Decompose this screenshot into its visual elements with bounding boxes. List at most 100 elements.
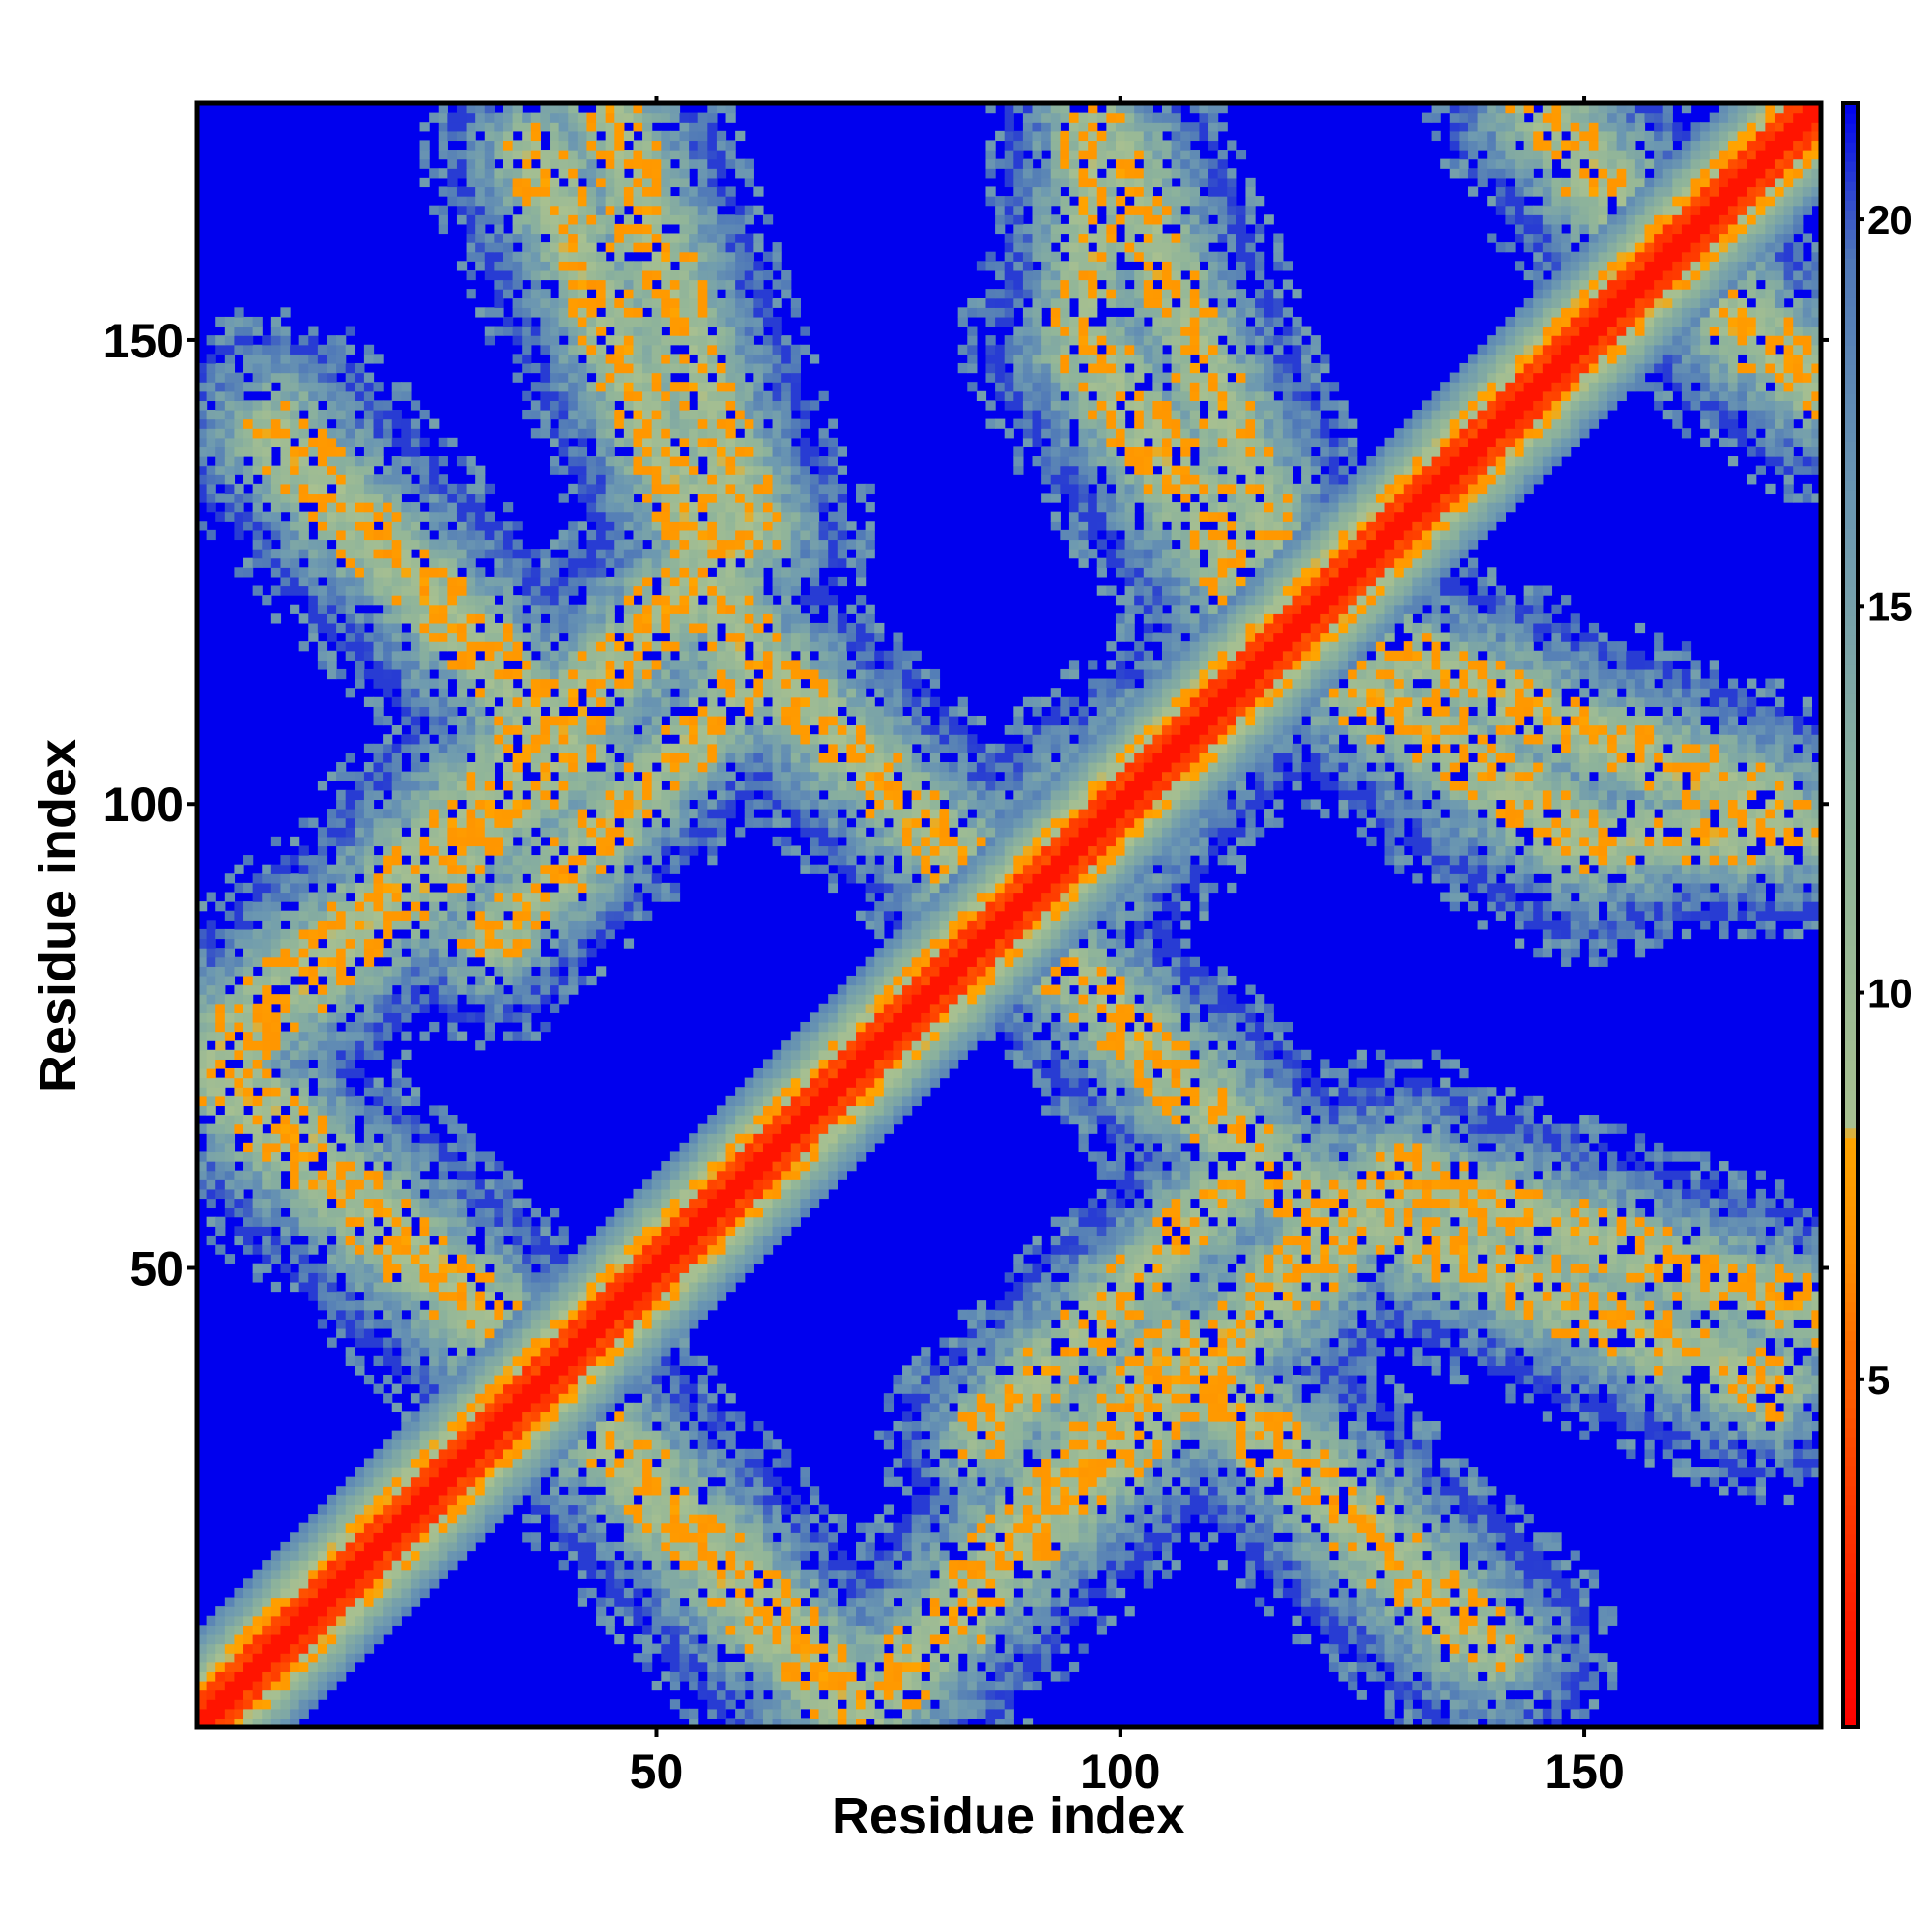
heatmap-cell [1719,1355,1729,1366]
heatmap-cell [1588,1355,1608,1366]
heatmap-cell [1106,1319,1117,1329]
heatmap-cell [530,1374,560,1385]
heatmap-cell [317,1578,328,1589]
heatmap-cell [466,1291,476,1301]
heatmap-cell [1356,1532,1367,1543]
heatmap-cell [586,1467,597,1478]
heatmap-cell [985,1374,996,1385]
heatmap-cell [669,1402,681,1413]
heatmap-cell [1264,1337,1274,1348]
heatmap-cell [1467,1254,1479,1264]
heatmap-cell [1134,1430,1145,1440]
heatmap-cell [689,1634,699,1645]
heatmap-cell [1088,1504,1098,1515]
heatmap-cell [540,1355,551,1366]
heatmap-cell [1161,1319,1173,1329]
heatmap-cell [447,1272,458,1283]
heatmap-cell [345,1263,355,1273]
heatmap-cell [1273,1300,1284,1311]
heatmap-cell [1161,1411,1173,1422]
heatmap-cell [1292,1319,1302,1329]
heatmap-cell [1477,1494,1488,1506]
heatmap-cell [262,1634,272,1645]
heatmap-cell [1793,1337,1804,1348]
heatmap-cell [1412,1634,1423,1645]
heatmap-cell [1654,1327,1664,1339]
heatmap-cell [921,1541,931,1552]
heatmap-cell [1747,1486,1757,1496]
heatmap-cell [1022,1327,1034,1339]
heatmap-cell [1793,1383,1804,1394]
heatmap-cell [939,1671,950,1682]
heatmap-cell [1060,1309,1070,1320]
heatmap-cell [1690,1327,1701,1339]
heatmap-cell [1032,1327,1042,1339]
heatmap-cell [1004,1430,1014,1440]
heatmap-cell [1282,1291,1293,1301]
heatmap-cell [976,1494,987,1506]
heatmap-cell [327,1560,337,1571]
heatmap-cell [327,1643,337,1654]
heatmap-cell [1709,1300,1719,1311]
heatmap-cell [716,1504,727,1515]
heatmap-cell [985,1421,996,1432]
heatmap-cell [298,1708,309,1719]
heatmap-cell [317,1615,328,1626]
heatmap-cell [1719,1458,1739,1468]
heatmap-cell [1449,1541,1460,1552]
heatmap-cell [577,1421,588,1432]
heatmap-cell [1208,1383,1219,1394]
heatmap-cell [1245,1578,1256,1589]
heatmap-cell [967,1671,978,1682]
heatmap-cell [1328,1522,1340,1533]
heatmap-cell [744,1494,754,1506]
heatmap-cell [642,1383,653,1394]
heatmap-cell [1467,1550,1479,1561]
heatmap-cell [1143,1467,1153,1478]
heatmap-cell [1004,1467,1014,1478]
heatmap-cell [642,1411,653,1422]
heatmap-cell [902,1560,913,1571]
heatmap-cell [642,1319,653,1329]
heatmap-cell [475,1402,486,1413]
heatmap-cell [1320,1421,1330,1432]
heatmap-cell [298,1281,319,1293]
heatmap-cell [949,1699,959,1710]
heatmap-cell [1208,1300,1219,1311]
heatmap-cell [725,1430,736,1440]
heatmap-cell [893,1578,903,1589]
heatmap-cell [1709,1421,1719,1432]
heatmap-cell [1245,1522,1256,1533]
heatmap-cell [1793,1476,1804,1487]
heatmap-cell [577,1514,588,1524]
heatmap-cell [1264,1421,1274,1432]
heatmap-cell [1755,1365,1766,1376]
heatmap-cell [577,1411,588,1422]
heatmap-cell [846,1587,857,1599]
heatmap-cell [1662,1383,1673,1394]
heatmap-cell [1793,1291,1804,1301]
heatmap-cell [679,1300,690,1311]
heatmap-cell [679,1309,690,1320]
heatmap-cell [1217,1337,1228,1348]
heatmap-cell [669,1281,681,1293]
heatmap-cell [957,1374,968,1385]
heatmap-cell [1292,1550,1302,1561]
heatmap-cell [605,1560,615,1571]
heatmap-cell [1338,1458,1349,1468]
heatmap-cell [494,1347,504,1357]
heatmap-cell [243,1662,272,1672]
heatmap-cell [363,1291,375,1301]
heatmap-cell [1134,1494,1145,1506]
heatmap-cell [1440,1532,1451,1543]
heatmap-cell [1208,1476,1219,1487]
heatmap-cell [1403,1448,1413,1460]
heatmap-cell [1523,1309,1534,1320]
heatmap-cell [790,1606,801,1617]
heatmap-cell [985,1355,996,1366]
heatmap-cell [1459,1699,1469,1710]
heatmap-cell [1282,1365,1293,1376]
heatmap-cell [697,1569,708,1579]
heatmap-cell [336,1522,347,1533]
heatmap-cell [1041,1393,1052,1404]
